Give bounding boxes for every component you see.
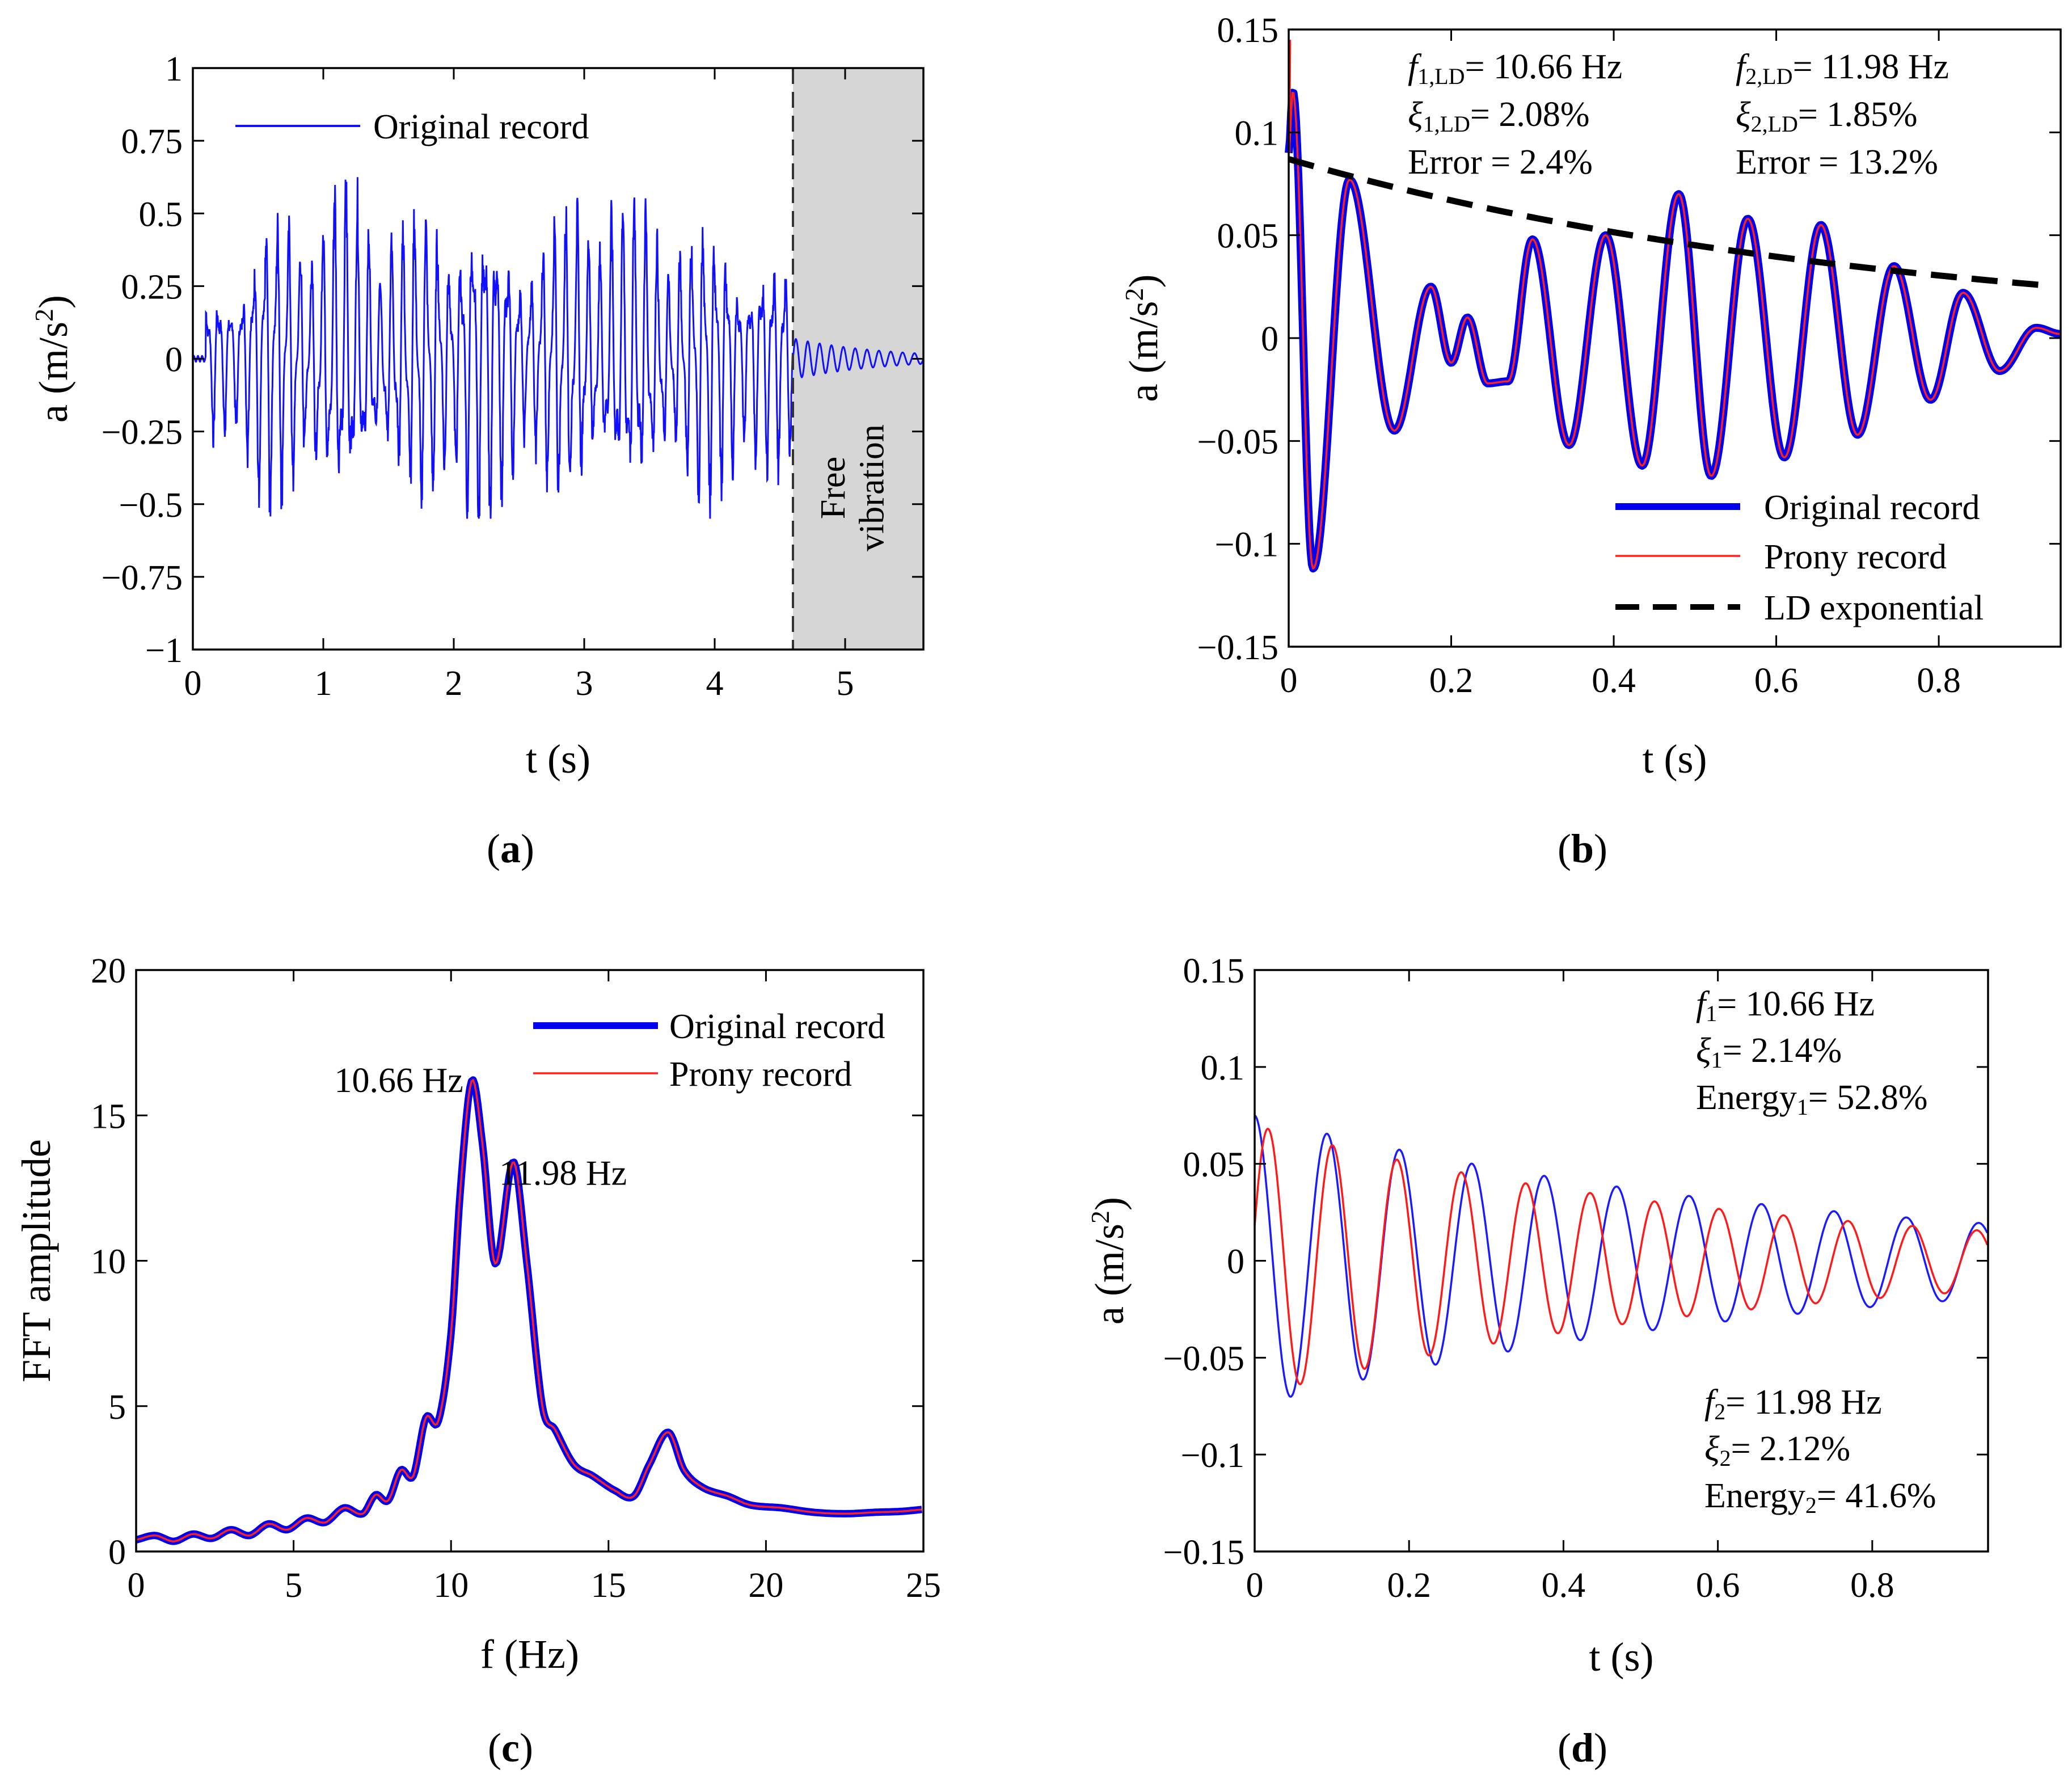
y-tick-label: 0 — [165, 341, 183, 380]
legend-original-label: Original record — [373, 108, 589, 146]
x-tick-label: 0.2 — [1429, 661, 1474, 700]
y-tick-label: 15 — [91, 1097, 126, 1136]
mode2-energy-annotation: Energy2= 41.6% — [1704, 1477, 1936, 1518]
x-tick-label: 10 — [433, 1566, 469, 1605]
plot-frame — [1254, 969, 1989, 1553]
x-axis-label: t (s) — [1643, 736, 1707, 782]
y-tick-label: 0.25 — [121, 268, 183, 306]
x-tick-label: 0.8 — [1917, 661, 1961, 700]
y-tick-label: −0.25 — [102, 414, 183, 452]
peak-label-mode2: 11.98 Hz — [499, 1154, 627, 1192]
y-tick-label: 0.15 — [1183, 952, 1245, 990]
prony-record-line — [1288, 91, 2061, 570]
panel-d: 0 0.2 0.4 0.6 0.8 −0.15 −0.1 −0.05 0 0.05 0.1 0.15 f… — [1086, 952, 1989, 1770]
y-tick-label: −0.05 — [1197, 423, 1278, 461]
y-axis-label: a (m/s2) — [1086, 1197, 1133, 1325]
x-tick-label: 0 — [1280, 661, 1298, 700]
legend-prony-label: Prony record — [1764, 538, 1947, 576]
y-tick-label: −1 — [145, 631, 183, 670]
y-tick-label: −0.1 — [1215, 526, 1278, 564]
y-tick-label: 5 — [108, 1388, 126, 1427]
panel-b: 0 0.2 0.4 0.6 0.8 −0.15 −0.1 −0.05 0 0.05 0.1 0.15 f… — [1120, 11, 2063, 871]
y-tick-label: 1 — [165, 50, 183, 88]
x-tick-label: 0.8 — [1850, 1566, 1894, 1605]
y-tick-label: 0.05 — [1183, 1146, 1245, 1184]
legend-original-label: Original record — [669, 1007, 885, 1046]
mode1-error-annotation: Error = 2.4% — [1408, 143, 1593, 182]
y-tick-label: −0.15 — [1163, 1533, 1244, 1572]
ld-exponential-line — [1288, 156, 2053, 289]
x-tick-label: 0.6 — [1696, 1566, 1740, 1605]
x-tick-label: 3 — [576, 664, 593, 703]
original-record-line — [192, 177, 924, 519]
x-tick-label: 0.4 — [1542, 1566, 1586, 1605]
x-tick-label: 2 — [445, 664, 463, 703]
legend-prony-label: Prony record — [669, 1055, 852, 1094]
panel-a-caption: (a) — [487, 826, 534, 871]
y-axis-label: a (m/s2) — [29, 295, 77, 423]
y-tick-label: 0 — [1261, 320, 1278, 359]
mode1-line — [1254, 1114, 1989, 1398]
x-tick-label: 5 — [285, 1566, 302, 1605]
original-record-line — [134, 1076, 924, 1545]
y-tick-label: 0.1 — [1235, 114, 1279, 153]
mode2-damping-annotation: ξ2,LD= 1.85% — [1736, 95, 1918, 137]
panel-b-caption: (b) — [1558, 826, 1607, 871]
x-tick-label: 0 — [128, 1566, 145, 1605]
panel-a: 0 1 2 3 4 5 −1 −0.75 −0.5 −0.25 0 0.25 0.5 0.75 1 Freev… — [29, 50, 925, 871]
x-tick-label: 4 — [706, 664, 724, 703]
y-tick-label: −0.75 — [102, 559, 183, 597]
mode1-damping-annotation: ξ1= 2.14% — [1696, 1031, 1842, 1073]
y-tick-label: −0.15 — [1197, 629, 1278, 667]
legend-ld-label: LD exponential — [1764, 589, 1984, 627]
mode1-damping-annotation: ξ1,LD= 2.08% — [1408, 95, 1590, 137]
mode2-damping-annotation: ξ2= 2.12% — [1704, 1430, 1850, 1471]
y-tick-label: 0.5 — [139, 195, 183, 234]
x-tick-label: 25 — [906, 1566, 941, 1605]
mode2-frequency-annotation: f2= 11.98 Hz — [1704, 1383, 1882, 1424]
y-tick-label: −0.1 — [1181, 1436, 1244, 1475]
y-axis-label: FFT amplitude — [14, 1139, 59, 1382]
y-tick-label: −0.5 — [119, 486, 183, 525]
mode2-line — [1254, 1127, 1989, 1386]
peak-label-mode1: 10.66 Hz — [335, 1061, 463, 1100]
y-tick-label: 0 — [1227, 1243, 1244, 1281]
mode1-energy-annotation: Energy1= 52.8% — [1696, 1078, 1928, 1120]
y-tick-label: 0.05 — [1217, 217, 1279, 256]
y-axis-label: a (m/s2) — [1120, 275, 1167, 402]
x-tick-label: 0.6 — [1754, 661, 1799, 700]
x-axis-label: f (Hz) — [480, 1631, 579, 1677]
x-tick-label: 5 — [837, 664, 854, 703]
panel-d-caption: (d) — [1558, 1725, 1607, 1770]
y-tick-label: 0 — [108, 1533, 126, 1572]
y-tick-label: 20 — [91, 952, 126, 990]
x-axis-label: t (s) — [526, 736, 590, 782]
x-tick-label: 0 — [1246, 1566, 1264, 1605]
x-tick-label: 15 — [591, 1566, 626, 1605]
y-tick-label: 10 — [91, 1243, 126, 1281]
mode1-frequency-annotation: f1,LD= 10.66 Hz — [1408, 48, 1622, 89]
free-vibration-label: Freevibration — [814, 424, 891, 551]
panel-c-caption: (c) — [488, 1725, 533, 1770]
x-tick-label: 0.2 — [1387, 1566, 1431, 1605]
x-tick-label: 20 — [748, 1566, 783, 1605]
y-tick-label: 0.1 — [1201, 1049, 1245, 1087]
x-tick-label: 0.4 — [1592, 661, 1636, 700]
y-tick-label: 0.15 — [1217, 11, 1279, 50]
y-tick-label: 0.75 — [121, 123, 183, 161]
mode1-frequency-annotation: f1= 10.66 Hz — [1696, 985, 1875, 1026]
x-axis-label: t (s) — [1589, 1634, 1654, 1680]
prony-record-line — [136, 1079, 922, 1542]
panel-c: 0 5 10 15 20 25 0 5 10 15 20 10.66 Hz 11.98 Hz Origin… — [14, 952, 941, 1770]
x-tick-label: 1 — [315, 664, 332, 703]
x-tick-label: 0 — [184, 664, 202, 703]
y-tick-label: −0.05 — [1163, 1339, 1244, 1378]
mode2-frequency-annotation: f2,LD= 11.98 Hz — [1736, 48, 1949, 89]
legend-original-label: Original record — [1764, 488, 1980, 527]
mode2-error-annotation: Error = 13.2% — [1736, 143, 1938, 182]
